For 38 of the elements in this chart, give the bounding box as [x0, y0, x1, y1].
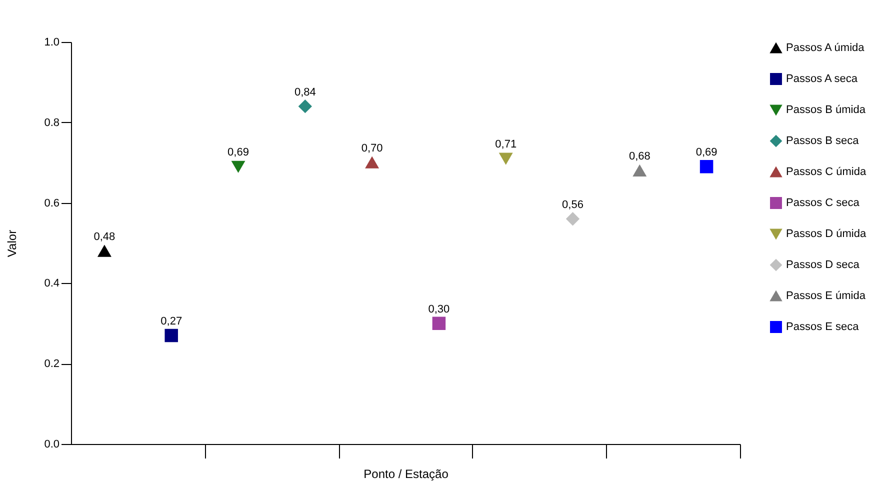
- point: [365, 156, 379, 168]
- legend-label: Passos D seca: [786, 259, 860, 271]
- data-label: 0,84: [294, 86, 316, 98]
- y-tick-label: 0.4: [44, 278, 60, 290]
- data-label: 0,68: [628, 150, 650, 163]
- point: [499, 152, 512, 164]
- data-label: 0,48: [94, 231, 116, 244]
- data-label: 0,27: [160, 315, 182, 328]
- legend-label: Passos E úmida: [786, 290, 866, 302]
- y-tick-label: 0.0: [44, 438, 60, 450]
- data-label: 0,71: [495, 138, 517, 151]
- legend-label: Passos D úmida: [786, 228, 867, 240]
- y-tick-label: 0.6: [44, 197, 60, 210]
- y-axis-title: Valor: [5, 230, 20, 258]
- point: [432, 316, 446, 330]
- point: [700, 160, 714, 174]
- point: [298, 100, 312, 113]
- data-label: 0,70: [361, 142, 383, 155]
- data-label: 0,69: [228, 146, 249, 159]
- legend-label: Passos E seca: [786, 321, 860, 333]
- data-label: 0,56: [562, 198, 584, 211]
- point: [98, 245, 112, 257]
- legend-label: Passos A úmida: [786, 42, 866, 54]
- legend-label: Passos C úmida: [786, 166, 867, 178]
- legend-label: Passos B úmida: [786, 104, 866, 116]
- x-axis-title: Ponto / Estação: [364, 467, 449, 481]
- point: [633, 164, 646, 176]
- point: [164, 328, 178, 342]
- y-tick-label: 0.2: [44, 358, 60, 370]
- data-label: 0,69: [696, 146, 718, 159]
- legend-label: Passos C seca: [786, 197, 860, 209]
- point: [232, 160, 245, 172]
- y-tick-label: 0.8: [44, 116, 60, 129]
- point: [566, 212, 580, 226]
- legend-label: Passos A seca: [786, 73, 858, 85]
- data-label: 0,30: [428, 303, 450, 316]
- y-tick-label: 1.0: [44, 36, 60, 48]
- legend-label: Passos B seca: [786, 135, 860, 147]
